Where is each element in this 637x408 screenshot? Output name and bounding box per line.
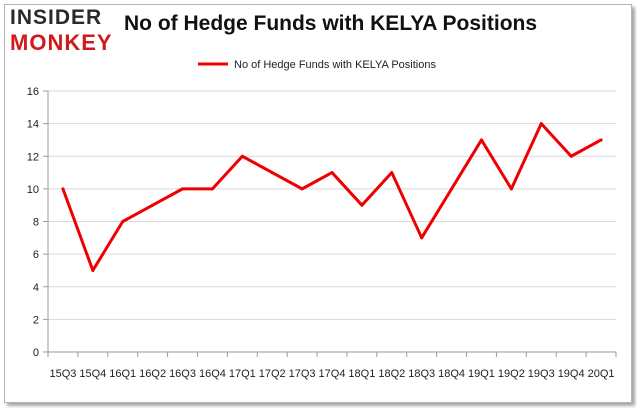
data-point — [509, 187, 513, 191]
data-point — [270, 171, 274, 175]
logo-bottom-text: MONKEY — [10, 30, 113, 55]
insider-monkey-logo: INSIDER MONKEY — [10, 6, 120, 56]
x-tick-label: 19Q3 — [528, 368, 555, 380]
data-point — [181, 187, 185, 191]
y-tick-label: 16 — [27, 86, 39, 98]
x-tick-label: 19Q4 — [558, 368, 585, 380]
data-point — [479, 138, 483, 142]
x-tick-label: 16Q3 — [169, 368, 196, 380]
data-point — [539, 122, 543, 126]
x-tick-label: 18Q2 — [378, 368, 405, 380]
data-point — [450, 187, 454, 191]
data-point — [330, 171, 334, 175]
y-tick-label: 2 — [33, 314, 39, 326]
plot-area — [61, 122, 603, 272]
x-tick-label: 18Q4 — [438, 368, 465, 380]
legend-label: No of Hedge Funds with KELYA Positions — [234, 59, 436, 71]
chart-title: No of Hedge Funds with KELYA Positions — [124, 12, 538, 35]
x-tick-label: 19Q1 — [468, 368, 495, 380]
x-axis: 15Q3 15Q4 16Q1 16Q2 16Q3 16Q4 17Q1 17Q2 17Q3 17Q4… — [47, 351, 617, 380]
data-point — [360, 203, 364, 207]
x-tick-label: 15Q3 — [49, 368, 76, 380]
x-tick-label: 15Q4 — [79, 368, 106, 380]
y-tick-label: 12 — [27, 151, 39, 163]
x-tick-label: 17Q4 — [319, 368, 346, 380]
x-tick-label: 20Q1 — [588, 368, 615, 380]
data-point — [599, 138, 603, 142]
x-tick-label: 19Q2 — [498, 368, 525, 380]
x-tick-label: 16Q4 — [199, 368, 226, 380]
legend: No of Hedge Funds with KELYA Positions — [198, 59, 436, 71]
y-axis: 0 2 4 6 8 10 12 14 16 — [27, 86, 49, 359]
x-tick-label: 18Q1 — [348, 368, 375, 380]
x-tick-label: 17Q1 — [229, 368, 256, 380]
y-tick-label: 6 — [33, 249, 39, 261]
data-point — [61, 187, 65, 191]
x-tick-label: 17Q2 — [259, 368, 286, 380]
data-point — [121, 220, 125, 223]
y-tick-label: 4 — [33, 282, 39, 294]
y-tick-label: 0 — [33, 347, 39, 359]
y-tick-label: 10 — [27, 184, 39, 196]
x-tick-label: 16Q2 — [139, 368, 166, 380]
data-point — [300, 187, 304, 191]
data-point — [210, 187, 214, 191]
data-point — [420, 236, 424, 240]
chart-frame — [4, 4, 632, 403]
data-point — [240, 154, 244, 158]
x-tick-label: 18Q3 — [408, 368, 435, 380]
data-point — [91, 268, 95, 272]
data-point — [569, 154, 573, 158]
x-tick-label: 16Q1 — [109, 368, 136, 380]
x-tick-label: 17Q3 — [289, 368, 316, 380]
y-tick-label: 8 — [33, 217, 39, 229]
data-point — [151, 203, 155, 207]
logo-top-text: INSIDER — [10, 6, 103, 29]
data-point — [390, 171, 394, 175]
y-tick-label: 14 — [27, 119, 39, 131]
gridlines — [48, 90, 616, 353]
series-line — [61, 122, 603, 272]
